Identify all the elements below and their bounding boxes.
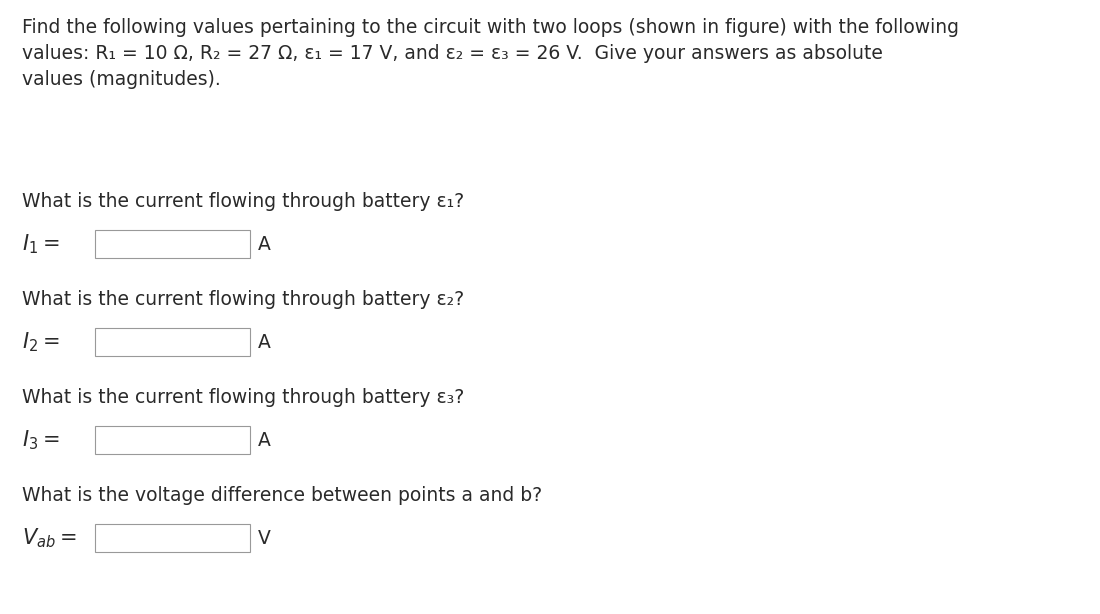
Text: What is the current flowing through battery ε₁?: What is the current flowing through batt… <box>22 192 464 211</box>
Text: A: A <box>258 235 271 254</box>
Text: $I_3 =$: $I_3 =$ <box>22 428 59 452</box>
Text: $V_{ab} =$: $V_{ab} =$ <box>22 526 77 550</box>
Text: A: A <box>258 430 271 449</box>
Text: values: R₁ = 10 Ω, R₂ = 27 Ω, ε₁ = 17 V, and ε₂ = ε₃ = 26 V.  Give your answers : values: R₁ = 10 Ω, R₂ = 27 Ω, ε₁ = 17 V,… <box>22 44 883 63</box>
Text: $I_2 =$: $I_2 =$ <box>22 330 59 354</box>
Text: $I_1 =$: $I_1 =$ <box>22 232 59 256</box>
Text: What is the current flowing through battery ε₂?: What is the current flowing through batt… <box>22 290 464 309</box>
Text: V: V <box>258 529 271 548</box>
Text: A: A <box>258 333 271 351</box>
Text: What is the voltage difference between points a and b?: What is the voltage difference between p… <box>22 486 542 505</box>
Text: values (magnitudes).: values (magnitudes). <box>22 70 221 89</box>
Text: What is the current flowing through battery ε₃?: What is the current flowing through batt… <box>22 388 464 407</box>
Text: Find the following values pertaining to the circuit with two loops (shown in fig: Find the following values pertaining to … <box>22 18 959 37</box>
